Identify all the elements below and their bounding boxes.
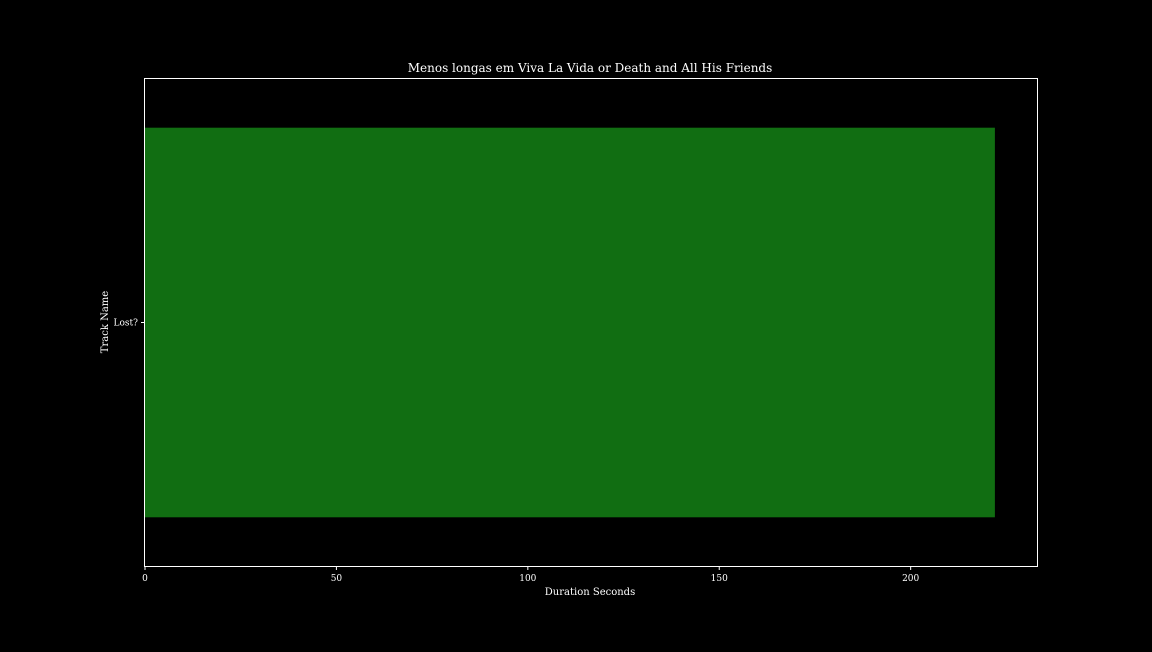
x-tick-label: 50	[331, 574, 343, 584]
x-tick-label: 200	[902, 574, 919, 584]
x-axis-label: Duration Seconds	[545, 587, 635, 598]
y-tick-label: Lost?	[114, 319, 139, 329]
x-tick-label: 0	[142, 574, 148, 584]
bar-lost	[145, 127, 995, 518]
plot-frame	[144, 78, 1038, 567]
x-tick-label: 100	[519, 574, 536, 584]
bars-layer	[145, 127, 995, 518]
y-axis-label: Track Name	[100, 291, 111, 353]
x-tick-label: 150	[711, 574, 728, 584]
chart-title: Menos longas em Viva La Vida or Death an…	[408, 61, 773, 75]
